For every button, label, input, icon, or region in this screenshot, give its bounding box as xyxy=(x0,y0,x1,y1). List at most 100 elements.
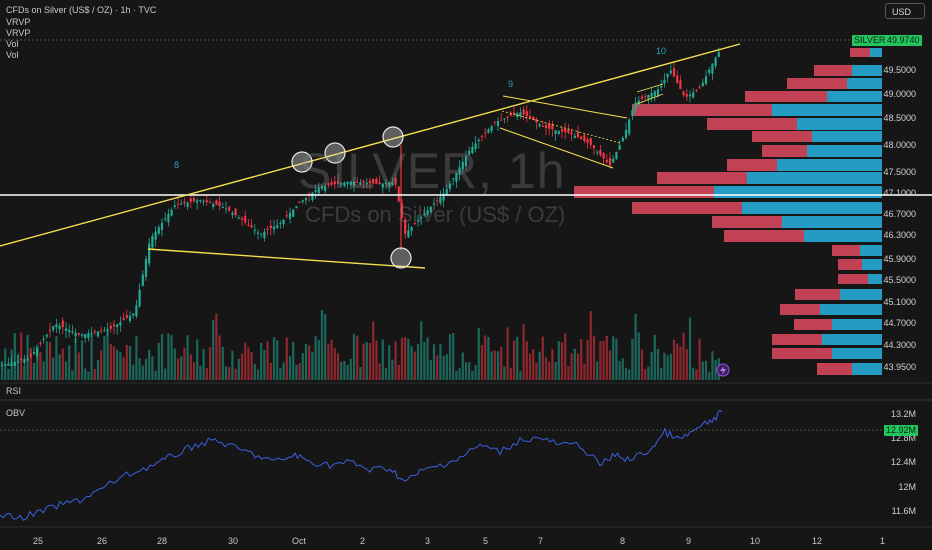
volume-bar xyxy=(186,335,189,380)
volume-bar xyxy=(413,351,416,380)
obv-pane-title[interactable]: OBV xyxy=(6,408,26,418)
volume-bar xyxy=(234,368,237,380)
channel-top-line[interactable] xyxy=(502,95,628,119)
currency-button[interactable]: USD xyxy=(885,3,925,19)
obv-line[interactable] xyxy=(0,409,723,521)
candle xyxy=(452,178,455,180)
candle xyxy=(634,102,637,110)
candle xyxy=(218,201,221,207)
candle xyxy=(42,339,45,341)
volume-bar xyxy=(653,334,656,380)
candle xyxy=(0,365,4,367)
volume-bar xyxy=(189,354,192,380)
candle xyxy=(320,186,324,189)
candle xyxy=(23,359,26,363)
volume-bar xyxy=(423,341,426,380)
candle xyxy=(151,236,154,248)
candle xyxy=(650,93,653,98)
candle xyxy=(13,361,16,366)
candle xyxy=(448,183,452,190)
candle xyxy=(215,200,218,206)
volume-bar xyxy=(455,371,458,380)
rsi-pane-title[interactable]: RSI xyxy=(6,386,22,396)
candle xyxy=(304,197,308,201)
volume-bar xyxy=(317,340,320,380)
candle xyxy=(519,112,522,117)
indicator-vol-2[interactable]: Vol xyxy=(6,50,19,60)
candle xyxy=(263,231,266,239)
candle xyxy=(576,131,580,138)
volume-profile-down xyxy=(814,65,852,76)
candle xyxy=(404,219,407,234)
candle xyxy=(672,68,676,77)
volume-bar xyxy=(490,351,493,380)
volume-profile-down xyxy=(752,131,812,142)
candle xyxy=(4,364,7,366)
volume-profile xyxy=(574,48,882,375)
lower-trendline[interactable] xyxy=(147,248,426,269)
volume-bar xyxy=(650,352,653,380)
volume-bar xyxy=(487,337,490,380)
volume-bar xyxy=(477,327,480,380)
indicator-vrvp-2[interactable]: VRVP xyxy=(6,28,31,38)
volume-profile-down xyxy=(724,230,804,242)
volume-bar xyxy=(141,365,144,380)
candle xyxy=(324,185,327,192)
candle xyxy=(212,204,215,207)
candle xyxy=(199,200,202,202)
candle xyxy=(362,180,365,183)
channel-bottom-line[interactable] xyxy=(499,127,614,169)
volume-profile-down xyxy=(787,78,847,89)
candle xyxy=(698,87,701,89)
candle xyxy=(468,150,471,155)
volume-profile-down xyxy=(762,145,807,157)
candle xyxy=(522,109,525,115)
candle xyxy=(314,190,317,192)
volume-bar xyxy=(39,352,42,380)
candle xyxy=(240,218,244,220)
volume-bar xyxy=(458,368,461,380)
candle xyxy=(663,79,666,84)
candle xyxy=(554,130,557,134)
touch-marker[interactable] xyxy=(390,247,412,269)
volume-bar xyxy=(340,361,343,380)
volume-bar xyxy=(247,347,250,380)
candle xyxy=(288,213,292,219)
volume-bar xyxy=(218,335,221,380)
volume-bar xyxy=(621,358,624,380)
volume-bar xyxy=(544,357,548,380)
candle xyxy=(109,325,112,329)
indicator-vol-1[interactable]: Vol xyxy=(6,39,19,49)
date-axis-label: Oct xyxy=(292,536,307,546)
volume-profile-down xyxy=(574,186,714,198)
candle xyxy=(384,183,388,185)
volume-profile-up xyxy=(797,118,882,130)
touch-marker[interactable] xyxy=(382,126,404,148)
volume-bar xyxy=(378,363,381,380)
candle xyxy=(180,203,183,205)
touch-marker[interactable] xyxy=(324,142,346,164)
volume-bar xyxy=(151,356,154,380)
candle xyxy=(397,186,400,202)
candle xyxy=(61,320,64,328)
volume-bar xyxy=(704,360,708,380)
candle xyxy=(173,205,176,208)
candle xyxy=(186,202,189,208)
candle xyxy=(160,222,164,230)
candle xyxy=(356,181,359,183)
candle xyxy=(695,89,698,91)
volume-bar xyxy=(42,361,45,380)
candle xyxy=(36,347,39,357)
touch-marker[interactable] xyxy=(291,151,313,173)
date-axis-label: 7 xyxy=(538,536,544,546)
upper-trendline[interactable] xyxy=(0,43,741,247)
volume-profile-up xyxy=(832,319,882,330)
candle xyxy=(560,128,564,132)
candle xyxy=(93,331,96,333)
candle xyxy=(458,167,461,175)
indicator-vrvp-1[interactable]: VRVP xyxy=(6,17,31,27)
candle xyxy=(381,183,384,188)
volume-bar xyxy=(276,340,279,380)
volume-bar xyxy=(45,341,48,380)
